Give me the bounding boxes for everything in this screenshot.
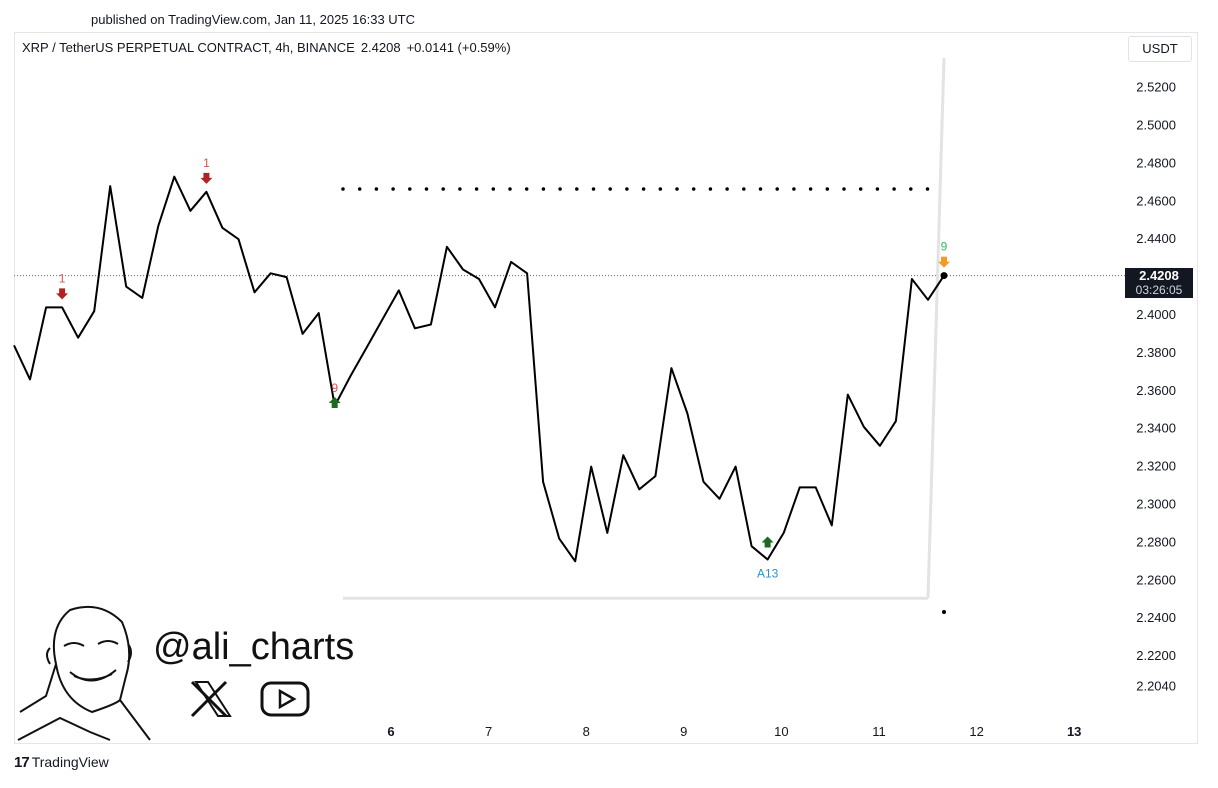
signal-marker-label: A13 (757, 566, 779, 580)
x-tick-label: 8 (583, 724, 590, 739)
price-tag-value: 2.4208 (1139, 268, 1179, 283)
x-tick-label: 11 (872, 724, 886, 739)
last-price-tag: 2.4208 03:26:05 (1125, 268, 1193, 298)
y-tick-label: 2.5000 (1136, 118, 1176, 133)
price-tag-countdown: 03:26:05 (1135, 283, 1183, 297)
projection-end-dot (942, 610, 946, 614)
symbol-header: XRP / TetherUS PERPETUAL CONTRACT, 4h, B… (22, 40, 511, 55)
currency-button[interactable]: USDT (1128, 36, 1192, 62)
signal-marker: 1 (56, 271, 69, 300)
arrow-up-icon (761, 536, 774, 548)
arrow-down-icon (200, 172, 213, 184)
tradingview-mark-icon: 17 (14, 754, 30, 771)
y-tick-label: 2.4600 (1136, 193, 1176, 208)
y-tick-label: 2.4000 (1136, 307, 1176, 322)
y-tick-label: 2.2800 (1136, 534, 1176, 549)
x-tick-label: 6 (387, 724, 394, 739)
y-tick-label: 2.3200 (1136, 459, 1176, 474)
signal-markers: 1 1 9 A13 9 (56, 156, 950, 580)
y-tick-label: 2.5200 (1136, 80, 1176, 95)
watermark-handle: @ali_charts (153, 626, 355, 668)
tradingview-brand: TradingView (31, 754, 109, 770)
signal-marker: 9 (328, 381, 341, 408)
tradingview-logo[interactable]: 17 TradingView (14, 754, 109, 771)
x-axis: 6 7 8 9 10 11 12 13 (387, 724, 1081, 739)
last-price-point (940, 272, 948, 280)
signal-marker: 9 (938, 240, 950, 268)
last-price: 2.4208 (360, 40, 401, 55)
arrow-up-icon (328, 396, 341, 408)
y-tick-label: 2.3600 (1136, 383, 1176, 398)
signal-marker-label: 9 (941, 240, 948, 254)
published-note: published on TradingView.com, Jan 11, 20… (91, 12, 416, 27)
signal-marker-label: 1 (59, 271, 66, 285)
x-tick-label: 13 (1067, 724, 1081, 739)
y-tick-label: 2.4400 (1136, 231, 1176, 246)
signal-marker-label: 9 (331, 381, 338, 395)
chart-frame (14, 32, 1198, 744)
projection-guide-line (926, 57, 946, 599)
x-tick-label: 9 (680, 724, 687, 739)
y-tick-label: 2.2400 (1136, 610, 1176, 625)
price-series (13, 175, 948, 563)
y-tick-label: 2.3800 (1136, 345, 1176, 360)
y-tick-label: 2.3400 (1136, 421, 1176, 436)
x-tick-label: 7 (485, 724, 492, 739)
y-tick-label: 2.4800 (1136, 155, 1176, 170)
x-logo-icon (190, 680, 232, 718)
y-tick-label: 2.2600 (1136, 572, 1176, 587)
price-line (13, 175, 945, 563)
ali-charts-face-icon (17, 606, 151, 741)
y-tick-label: 2.3000 (1136, 497, 1176, 512)
arrow-down-icon (56, 288, 69, 300)
price-change: +0.0141 (+0.59%) (406, 40, 511, 55)
y-axis: 2.52002.50002.48002.46002.44002.42002.40… (1136, 80, 1176, 694)
signal-marker-label: 1 (203, 156, 210, 170)
arrow-down-icon (938, 256, 950, 268)
y-tick-label: 2.2200 (1136, 648, 1176, 663)
y-tick-label: 2.2040 (1136, 678, 1176, 693)
chart-guides (14, 57, 1125, 614)
symbol-name: XRP / TetherUS PERPETUAL CONTRACT, 4h, B… (22, 40, 355, 55)
x-tick-label: 10 (774, 724, 788, 739)
signal-marker: 1 (200, 156, 213, 184)
signal-marker: A13 (757, 536, 779, 580)
youtube-icon (260, 681, 310, 717)
x-tick-label: 12 (969, 724, 983, 739)
